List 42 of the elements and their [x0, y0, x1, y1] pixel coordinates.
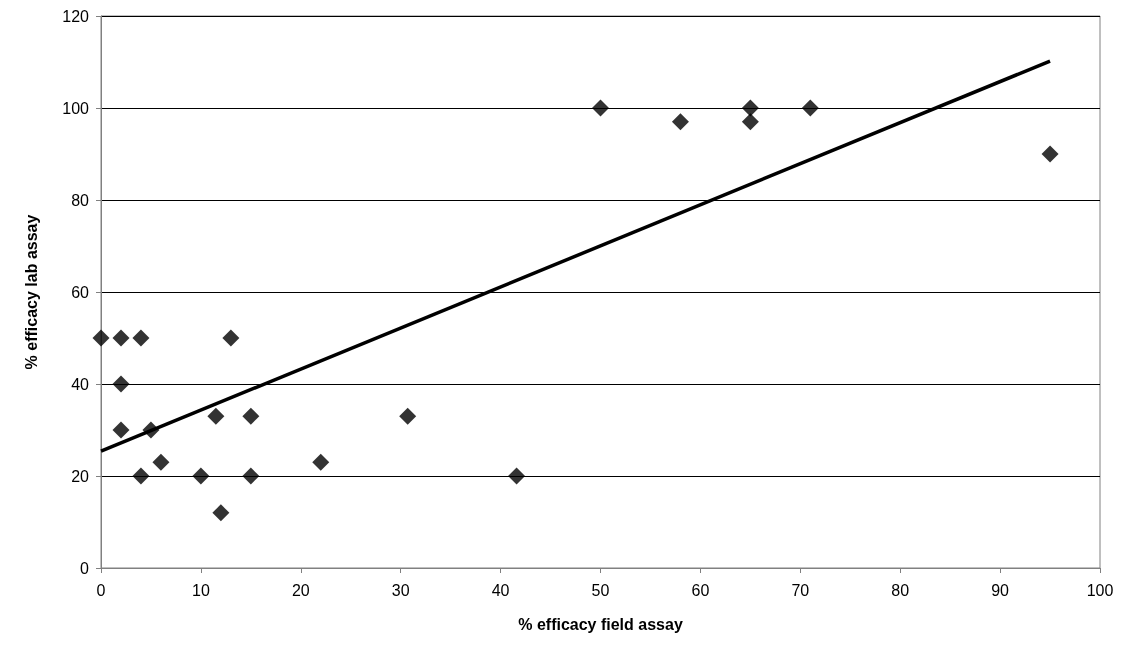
x-tick-label: 70	[791, 581, 810, 599]
y-tick-label: 120	[62, 7, 90, 25]
x-tick-label: 30	[391, 581, 410, 599]
point	[801, 99, 819, 117]
point	[207, 407, 225, 425]
y-tick-label: 80	[71, 191, 90, 209]
point	[592, 99, 609, 117]
point	[399, 407, 417, 425]
point	[112, 421, 130, 439]
x-tick-label: 80	[891, 581, 910, 599]
y-tick-label: 20	[71, 467, 90, 485]
point	[92, 329, 110, 347]
point	[222, 329, 240, 347]
x-tick-label: 10	[192, 581, 210, 599]
point	[312, 453, 330, 471]
y-tick-label: 100	[62, 99, 90, 117]
y-tick-label: 60	[71, 283, 90, 301]
point	[741, 113, 759, 131]
x-tick-label: 50	[591, 581, 610, 599]
point	[671, 113, 689, 131]
point	[242, 407, 260, 425]
x-tick-label: 60	[691, 581, 710, 599]
point	[132, 329, 150, 347]
point	[242, 467, 260, 485]
point	[508, 467, 526, 485]
point	[192, 467, 210, 485]
point	[132, 467, 150, 485]
y-axis-title: % efficacy lab assay	[22, 214, 40, 370]
x-tick-label: 40	[491, 581, 510, 599]
y-tick-label: 0	[80, 559, 90, 577]
point	[152, 453, 170, 471]
point	[1041, 145, 1059, 163]
point	[112, 329, 130, 347]
point	[212, 504, 230, 522]
y-tick-label: 40	[71, 375, 90, 393]
x-axis-title: % efficacy field assay	[518, 615, 683, 633]
point	[741, 99, 759, 117]
x-tick-label: 90	[991, 581, 1010, 599]
x-tick-label: 100	[1086, 581, 1114, 599]
point	[112, 375, 130, 393]
x-tick-label: 20	[291, 581, 310, 599]
x-tick-label: 0	[96, 581, 106, 599]
